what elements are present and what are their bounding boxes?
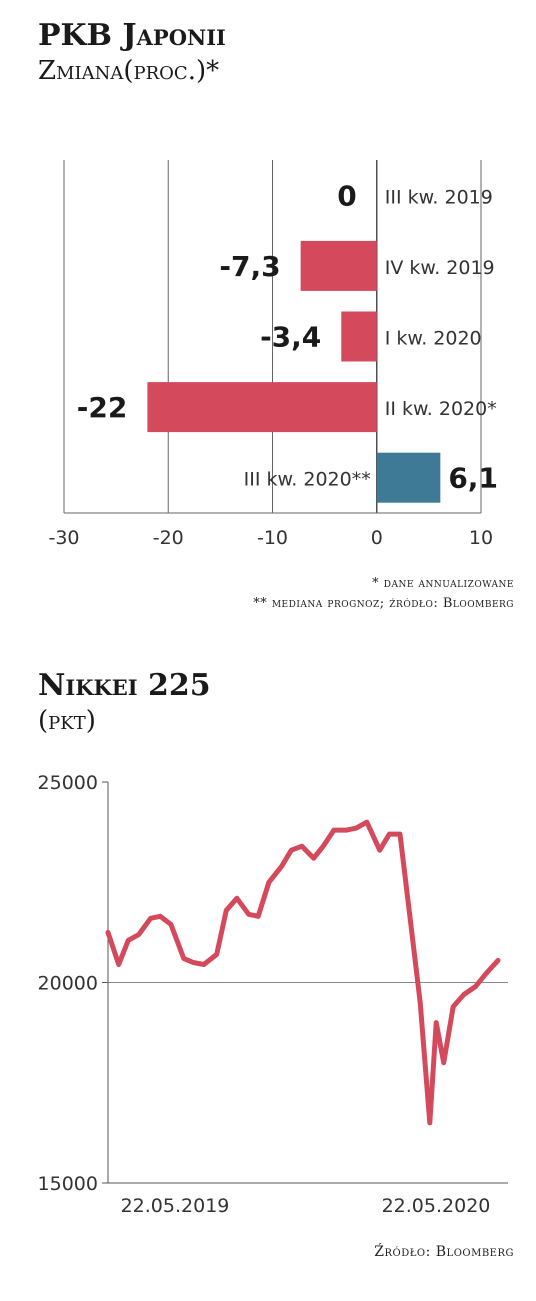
gdp-category-label: II kw. 2020* xyxy=(385,398,497,420)
nikkei-line-chart: 15000 20000 25000 22.05.2019 22.05.2020 xyxy=(38,772,508,1217)
gdp-bar xyxy=(147,382,377,433)
gdp-value-label: -22 xyxy=(77,391,128,424)
gdp-note-source: ** mediana prognoz; źródło: Bloomberg xyxy=(253,596,514,611)
nikkei-x-tick-label: 22.05.2019 xyxy=(121,1195,230,1217)
gdp-category-label: IV kw. 2019 xyxy=(385,257,495,279)
gdp-x-tick-label: -30 xyxy=(48,527,79,549)
gdp-x-tick-label: -20 xyxy=(153,527,184,549)
gdp-chart-subtitle: Zmiana(proc.)* xyxy=(38,56,220,86)
nikkei-series-line xyxy=(105,819,501,1126)
nikkei-y-tick-label: 15000 xyxy=(38,1173,98,1195)
gdp-x-tick-label: -10 xyxy=(257,527,288,549)
gdp-category-label: III kw. 2020** xyxy=(244,469,371,491)
gdp-chart-title: PKB Japonii xyxy=(38,18,226,53)
gdp-bar xyxy=(341,311,377,362)
nikkei-y-tick-label: 20000 xyxy=(38,973,98,995)
gdp-x-tick-label: 10 xyxy=(469,527,493,549)
nikkei-chart-title: Nikkei 225 xyxy=(38,668,211,703)
nikkei-y-tick-label: 25000 xyxy=(38,772,98,794)
gdp-value-label: -7,3 xyxy=(219,250,280,283)
gdp-bar-chart: -30 -20 -10 0 10 0 III kw. 2019 -7,3 IV kw. 2019… xyxy=(48,160,498,549)
gdp-category-label: I kw. 2020 xyxy=(385,328,482,350)
gdp-value-label: 6,1 xyxy=(448,462,498,495)
gdp-note-annualized: * dane annualizowane xyxy=(372,576,514,591)
nikkei-source-note: Źródło: Bloomberg xyxy=(374,1244,514,1260)
gdp-x-tick-label: 0 xyxy=(371,527,383,549)
nikkei-x-tick-label: 22.05.2020 xyxy=(382,1195,491,1217)
gdp-bar xyxy=(300,240,377,291)
nikkei-chart-subtitle: (pkt) xyxy=(38,706,96,736)
gdp-bar xyxy=(376,452,441,503)
gdp-category-label: III kw. 2019 xyxy=(385,186,493,208)
gdp-value-label: -3,4 xyxy=(260,321,321,354)
gdp-value-label: 0 xyxy=(337,179,356,212)
